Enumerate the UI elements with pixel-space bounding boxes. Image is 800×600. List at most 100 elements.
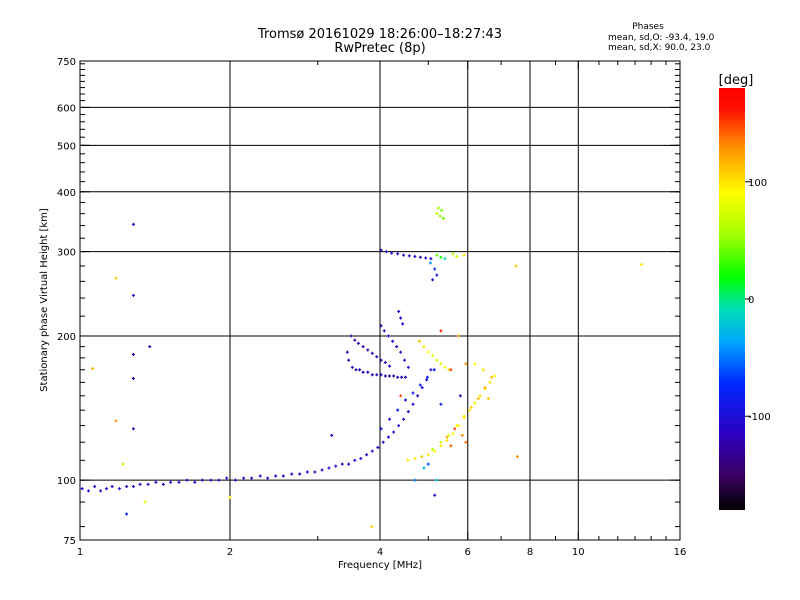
- data-point: [490, 375, 494, 379]
- data-point: [390, 251, 394, 255]
- data-point: [99, 489, 103, 493]
- data-point: [146, 482, 150, 486]
- data-point: [401, 322, 405, 326]
- data-point: [441, 216, 445, 220]
- data-point: [396, 408, 400, 412]
- data-point: [486, 397, 490, 401]
- data-point: [349, 334, 353, 338]
- data-point: [469, 405, 473, 409]
- data-point: [356, 341, 360, 345]
- data-point: [386, 334, 390, 338]
- data-point: [411, 391, 415, 395]
- data-point: [382, 329, 386, 333]
- data-point: [121, 462, 125, 466]
- data-point: [117, 487, 121, 491]
- colorbar-tick-label: 0: [748, 295, 754, 306]
- x-tick-labels: 1 2 4 6 8 10 16: [77, 547, 687, 558]
- data-point: [431, 278, 435, 282]
- data-point: [366, 348, 370, 352]
- data-point: [464, 440, 468, 444]
- data-point: [381, 440, 385, 444]
- data-point: [281, 474, 285, 478]
- data-point: [420, 455, 424, 459]
- data-point: [439, 329, 443, 333]
- y-tick-label: 500: [57, 141, 76, 152]
- data-point: [435, 478, 439, 482]
- data-point: [418, 383, 422, 387]
- data-point: [399, 316, 403, 320]
- data-point: [417, 339, 421, 343]
- data-point: [370, 449, 374, 453]
- x-tick-label: 4: [377, 547, 383, 558]
- y-tick-label: 750: [57, 57, 76, 68]
- data-point: [370, 373, 374, 377]
- data-point: [334, 464, 338, 468]
- data-point: [425, 375, 429, 379]
- data-point: [185, 478, 189, 482]
- data-point: [439, 444, 443, 448]
- data-point: [464, 362, 468, 366]
- y-tick-label: 300: [57, 248, 76, 259]
- data-point: [347, 358, 351, 362]
- data-point: [514, 264, 518, 268]
- data-point: [429, 257, 433, 261]
- data-point: [433, 449, 437, 453]
- data-point: [425, 378, 429, 382]
- x-tick-label: 2: [227, 547, 233, 558]
- data-point: [379, 427, 383, 431]
- data-point: [462, 253, 466, 257]
- data-point: [104, 487, 108, 491]
- data-point: [416, 394, 420, 398]
- data-point: [383, 361, 387, 365]
- data-point: [388, 417, 392, 421]
- y-tick-labels: 75 100 200 300 400 500 600 750: [57, 57, 76, 547]
- data-point: [413, 456, 417, 460]
- data-point: [457, 334, 461, 338]
- data-point: [478, 394, 482, 398]
- data-point: [435, 273, 439, 277]
- data-point: [361, 345, 365, 349]
- data-point: [392, 374, 396, 378]
- data-point: [451, 432, 455, 436]
- data-point: [379, 373, 383, 377]
- colorbar-tick-label: 100: [748, 178, 767, 189]
- data-point: [433, 493, 437, 497]
- data-point: [384, 250, 388, 254]
- data-point: [327, 466, 331, 470]
- data-point: [125, 484, 129, 488]
- data-point: [305, 470, 309, 474]
- data-point: [347, 462, 351, 466]
- data-point: [359, 456, 363, 460]
- data-point: [453, 427, 457, 431]
- data-point: [313, 470, 317, 474]
- data-point: [426, 462, 430, 466]
- data-point: [138, 482, 142, 486]
- data-point: [242, 476, 246, 480]
- data-point: [402, 417, 406, 421]
- data-point: [193, 480, 197, 484]
- data-point: [439, 440, 443, 444]
- data-point: [266, 476, 270, 480]
- data-point: [396, 375, 400, 379]
- data-point: [80, 487, 84, 491]
- x-tick-label: 10: [572, 547, 585, 558]
- data-point: [443, 365, 447, 369]
- data-point: [435, 212, 439, 216]
- data-point: [379, 358, 383, 362]
- phase-legend-title: Phases: [632, 22, 664, 32]
- data-point: [439, 402, 443, 406]
- data-point: [429, 368, 433, 372]
- data-point: [403, 398, 407, 402]
- data-point: [131, 427, 135, 431]
- data-point: [209, 478, 213, 482]
- data-point: [383, 374, 387, 378]
- data-point: [406, 458, 410, 462]
- data-point: [426, 350, 430, 354]
- data-point: [370, 351, 374, 355]
- data-point: [376, 445, 380, 449]
- data-point: [411, 402, 415, 406]
- colorbar-tick-label: -100: [748, 412, 771, 423]
- data-point: [200, 478, 204, 482]
- data-point: [435, 253, 439, 257]
- data-point: [449, 368, 453, 372]
